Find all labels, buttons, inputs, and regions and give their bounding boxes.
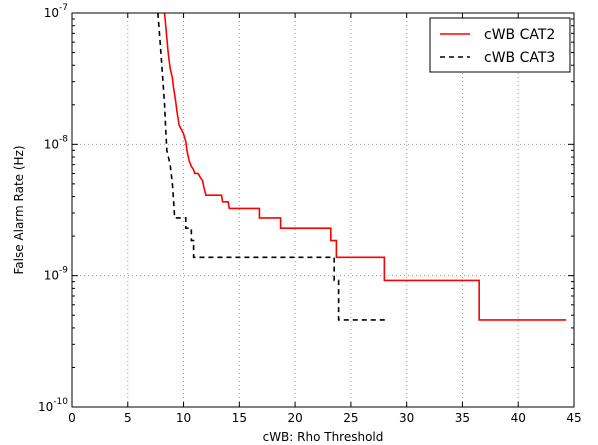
series-line-cat2 [163,12,567,321]
plot-frame [71,12,575,408]
x-tick-label: 20 [287,411,302,425]
legend: cWB CAT2 cWB CAT3 [429,17,571,73]
x-tick-label: 0 [68,411,76,425]
y-tick-base: 10 [44,6,59,20]
x-tick-label: 5 [124,411,132,425]
y-tick-exponent: -8 [59,134,68,144]
y-tick-base: 10 [44,269,59,283]
axis-ticks [71,12,575,408]
series-lines [157,12,567,321]
grid-lines [72,13,574,407]
y-tick-label: 10-8 [44,134,69,151]
y-axis-title: False Alarm Rate (Hz) [12,145,26,274]
x-tick-label: 45 [566,411,581,425]
y-tick-label: 10-7 [44,3,68,20]
x-axis-title: cWB: Rho Threshold [263,430,384,444]
legend-label-cat3: cWB CAT3 [484,50,555,66]
x-tick-label: 35 [455,411,470,425]
y-tick-base: 10 [44,137,59,151]
y-tick-label: 10-9 [44,266,69,283]
x-tick-label: 10 [176,411,191,425]
y-tick-label: 10-10 [38,397,68,414]
x-tick-label: 30 [399,411,414,425]
x-tick-label: 40 [511,411,526,425]
y-tick-base: 10 [38,400,53,414]
x-tick-labels: 0 5 10 15 20 25 30 35 40 45 [68,411,581,425]
series-line-cat3 [157,12,386,321]
y-tick-exponent: -7 [59,3,68,13]
legend-label-cat2: cWB CAT2 [484,27,555,43]
x-tick-label: 25 [343,411,358,425]
legend-box [429,17,571,73]
y-tick-exponent: -10 [53,397,68,407]
x-tick-label: 15 [232,411,247,425]
y-tick-exponent: -9 [59,266,68,276]
